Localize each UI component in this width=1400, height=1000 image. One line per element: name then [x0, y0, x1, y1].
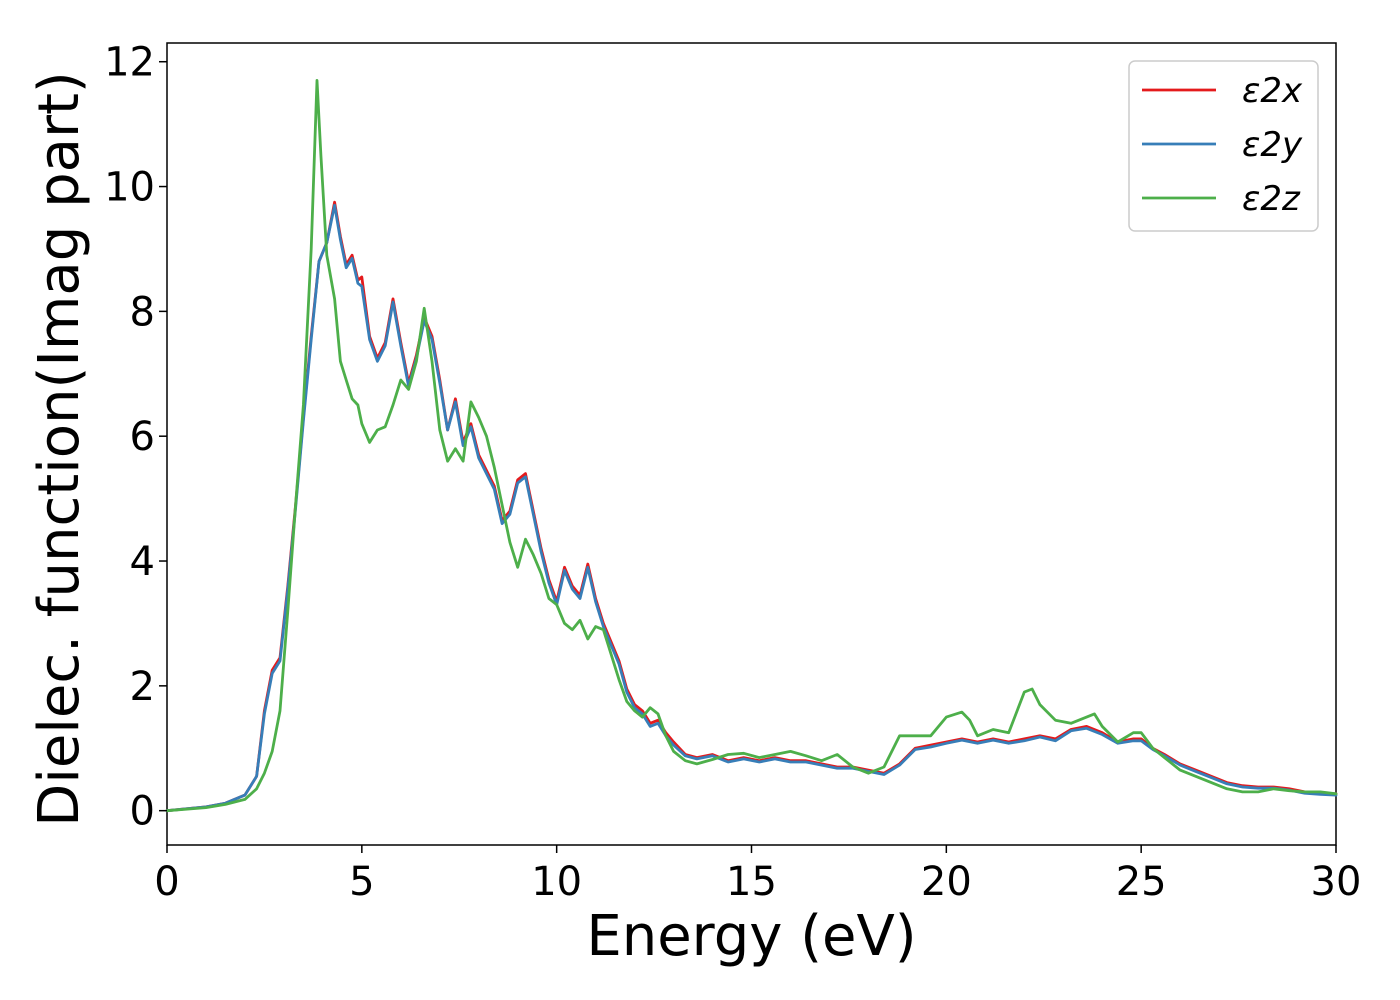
y-tick-label: 2: [130, 664, 155, 710]
x-tick-label: 20: [921, 859, 972, 905]
legend-label-2: ε2y: [1242, 125, 1303, 165]
y-tick-label: 12: [104, 40, 155, 86]
series-layer: [165, 79, 1338, 813]
y-tick-label: 4: [130, 539, 155, 585]
series-line-3: [165, 79, 1338, 813]
y-axis-ticks: 0 2 4 6 8 10 12: [104, 40, 167, 835]
y-axis-label: Dielec. function(Imag part): [27, 71, 92, 827]
series-line-1: [165, 200, 1338, 813]
x-tick-label: 15: [726, 859, 777, 905]
y-tick-label: 6: [130, 414, 155, 460]
x-tick-label: 5: [349, 859, 374, 905]
x-tick-label: 10: [531, 859, 582, 905]
x-tick-label: 30: [1311, 859, 1362, 905]
legend-label-3: ε2z: [1242, 179, 1301, 219]
x-axis-label: Energy (eV): [586, 904, 916, 969]
legend: ε2x ε2y ε2z: [1128, 60, 1319, 232]
x-tick-label: 0: [154, 859, 179, 905]
x-tick-label: 25: [1116, 859, 1167, 905]
y-tick-label: 0: [130, 789, 155, 835]
legend-box: [1128, 60, 1319, 232]
legend-label-1: ε2x: [1242, 71, 1303, 111]
y-tick-label: 8: [130, 289, 155, 335]
y-tick-label: 10: [104, 165, 155, 211]
series-line-2: [165, 203, 1338, 813]
x-axis-ticks: 0 5 10 15 20 25 30: [154, 845, 1361, 905]
